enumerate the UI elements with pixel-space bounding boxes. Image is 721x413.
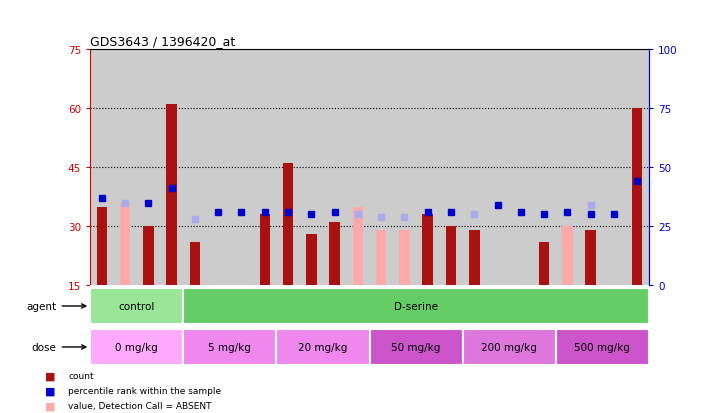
- Bar: [463, 329, 556, 366]
- Bar: [562, 227, 572, 286]
- Bar: [143, 227, 154, 286]
- Text: GDS3643 / 1396420_at: GDS3643 / 1396420_at: [90, 36, 235, 48]
- Bar: [97, 207, 107, 286]
- Text: 500 mg/kg: 500 mg/kg: [575, 342, 630, 352]
- Text: control: control: [118, 301, 155, 311]
- Bar: [190, 242, 200, 286]
- Text: 0 mg/kg: 0 mg/kg: [115, 342, 158, 352]
- Bar: [632, 109, 642, 286]
- Text: count: count: [68, 371, 94, 380]
- Text: D-serine: D-serine: [394, 301, 438, 311]
- Bar: [329, 223, 340, 286]
- Bar: [183, 288, 649, 325]
- Bar: [260, 215, 270, 286]
- Bar: [423, 215, 433, 286]
- Bar: [556, 329, 649, 366]
- Text: agent: agent: [27, 301, 86, 311]
- Bar: [167, 104, 177, 286]
- Bar: [183, 329, 276, 366]
- Bar: [353, 207, 363, 286]
- Bar: [306, 235, 317, 286]
- Bar: [283, 164, 293, 286]
- Bar: [369, 329, 463, 366]
- Text: ■: ■: [45, 386, 56, 396]
- Bar: [469, 231, 479, 286]
- Text: dose: dose: [32, 342, 86, 352]
- Text: 5 mg/kg: 5 mg/kg: [208, 342, 251, 352]
- Bar: [585, 231, 596, 286]
- Text: ■: ■: [45, 371, 56, 381]
- Bar: [539, 242, 549, 286]
- Bar: [276, 329, 369, 366]
- Text: 50 mg/kg: 50 mg/kg: [392, 342, 441, 352]
- Bar: [90, 329, 183, 366]
- Text: percentile rank within the sample: percentile rank within the sample: [68, 386, 221, 395]
- Bar: [120, 203, 131, 286]
- Bar: [399, 231, 410, 286]
- Text: value, Detection Call = ABSENT: value, Detection Call = ABSENT: [68, 401, 212, 410]
- Bar: [376, 231, 386, 286]
- Text: ■: ■: [45, 401, 56, 411]
- Text: 20 mg/kg: 20 mg/kg: [298, 342, 348, 352]
- Bar: [446, 227, 456, 286]
- Text: 200 mg/kg: 200 mg/kg: [482, 342, 537, 352]
- Bar: [90, 288, 183, 325]
